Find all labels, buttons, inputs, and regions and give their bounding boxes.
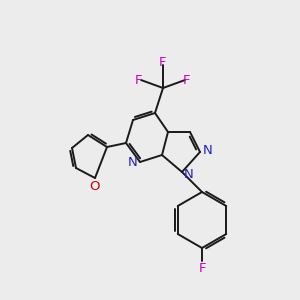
Text: F: F: [183, 74, 191, 86]
Text: N: N: [203, 145, 213, 158]
Text: F: F: [159, 56, 167, 70]
Text: O: O: [89, 179, 99, 193]
Text: F: F: [198, 262, 206, 275]
Text: F: F: [135, 74, 143, 86]
Text: N: N: [184, 167, 194, 181]
Text: N: N: [128, 157, 138, 169]
